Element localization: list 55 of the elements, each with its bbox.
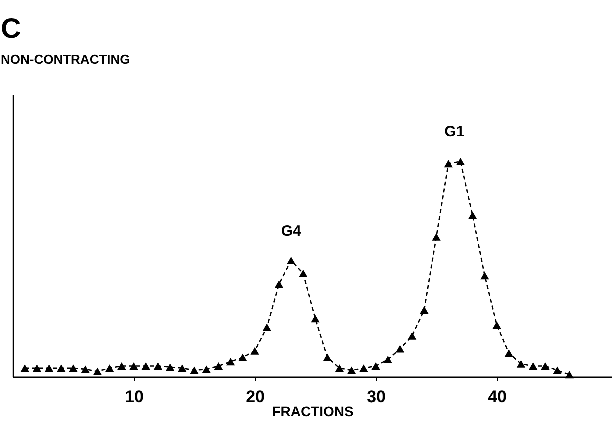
point <box>348 366 356 374</box>
point <box>311 315 320 323</box>
point <box>432 233 441 241</box>
point <box>372 362 380 370</box>
point <box>32 364 42 372</box>
point <box>81 366 90 374</box>
x-tick-label: 40 <box>488 388 507 406</box>
point <box>166 364 175 372</box>
point <box>238 354 248 362</box>
point <box>541 362 550 370</box>
x-axis-title: FRACTIONS <box>272 404 354 420</box>
point <box>480 272 490 280</box>
point <box>202 366 211 374</box>
point <box>492 322 502 330</box>
point <box>274 280 284 288</box>
point <box>262 324 272 332</box>
point <box>142 362 150 370</box>
point <box>226 358 236 366</box>
point <box>420 306 429 314</box>
point <box>565 371 574 379</box>
point <box>444 160 453 168</box>
point <box>468 212 478 220</box>
x-tick-label: 10 <box>125 388 144 406</box>
x-tick-label: 30 <box>367 388 386 406</box>
chart-subtitle: NON-CONTRACTING <box>1 52 130 67</box>
point <box>360 364 368 372</box>
point <box>69 364 78 372</box>
point <box>178 364 187 372</box>
point <box>105 364 114 372</box>
point <box>323 354 332 362</box>
point <box>456 158 466 166</box>
point <box>214 362 224 370</box>
point <box>250 347 260 355</box>
point <box>408 332 417 340</box>
point <box>20 364 30 372</box>
point <box>118 362 126 370</box>
point <box>396 345 405 353</box>
point <box>286 257 296 265</box>
chart-title: C <box>1 13 22 44</box>
point <box>529 362 538 370</box>
x-tick-label: 20 <box>246 388 265 406</box>
point <box>130 362 138 370</box>
point <box>516 360 526 368</box>
point <box>299 270 308 278</box>
annotation: G4 <box>281 222 302 240</box>
point <box>93 368 102 376</box>
point <box>384 356 392 364</box>
point <box>57 364 66 372</box>
point <box>154 362 163 370</box>
point <box>553 366 562 374</box>
point <box>504 350 514 358</box>
point <box>335 364 344 372</box>
annotation: G1 <box>444 124 465 141</box>
point <box>44 364 54 372</box>
point <box>190 366 199 374</box>
